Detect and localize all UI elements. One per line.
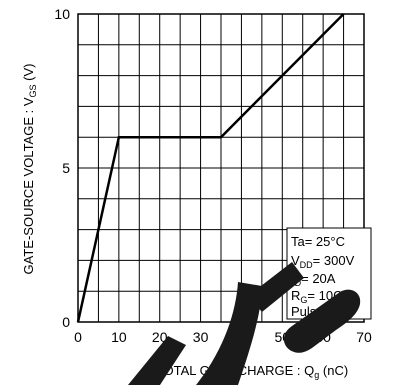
series-layer — [76, 13, 345, 323]
watermark-strokes — [128, 262, 361, 385]
x-tick-label: 0 — [74, 329, 82, 345]
x-axis-label: TOTAL GATE CHARGE : Qg (nC) — [156, 363, 348, 380]
plot-frame — [77, 13, 365, 323]
y-tick-label: 10 — [54, 6, 70, 22]
y-tick-label: 5 — [62, 160, 70, 176]
series-line-0 — [76, 13, 345, 323]
condition-line-temperature: Ta= 25°C — [291, 234, 345, 249]
x-tick-label: 20 — [152, 329, 168, 345]
y-axis-label: GATE-SOURCE VOLTAGE : VGS (V) — [21, 64, 38, 275]
x-tick-label: 70 — [356, 329, 372, 345]
y-tick-labels: 0 5 10 — [54, 6, 70, 330]
watermark-stroke-3 — [248, 262, 304, 312]
watermark-stroke-1 — [128, 336, 186, 385]
watermark-stroke-2 — [196, 282, 262, 385]
y-tick-label: 0 — [62, 314, 70, 330]
x-tick-label: 10 — [111, 329, 127, 345]
condition-line-vdd: VDD= 300V — [291, 253, 355, 270]
watermark-stroke-4 — [283, 289, 361, 353]
x-tick-label: 30 — [193, 329, 209, 345]
